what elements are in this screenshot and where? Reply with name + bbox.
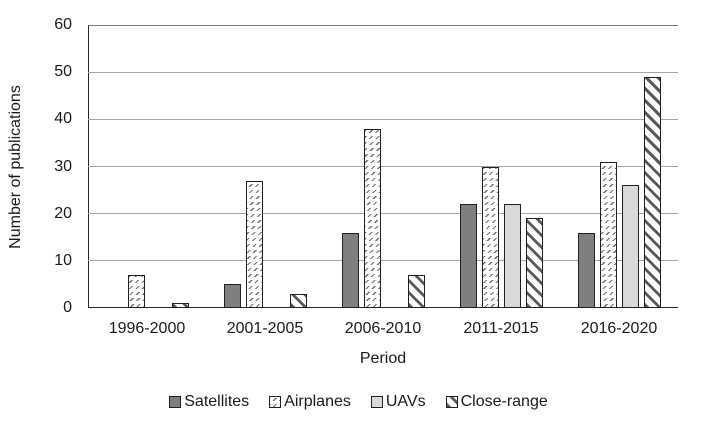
bar-airplanes-1996-2000 xyxy=(127,274,145,308)
gridline xyxy=(88,71,678,73)
legend-label: Satellites xyxy=(184,393,250,410)
legend-item-airplanes: Airplanes xyxy=(269,393,351,411)
x-tick-label: 2016-2020 xyxy=(580,320,658,337)
legend-label: UAVs xyxy=(385,393,426,410)
legend-label: Airplanes xyxy=(284,393,351,410)
y-tick-label: 0 xyxy=(63,299,72,316)
y-tick-label: 60 xyxy=(54,16,72,33)
gridline xyxy=(88,260,678,262)
legend: Satellites Airplanes UAVs Close-range xyxy=(0,393,717,411)
legend-swatch-stripe-down-icon xyxy=(445,396,458,408)
y-tick-label: 20 xyxy=(54,204,72,222)
bar-satellites-2011-2015 xyxy=(459,204,477,308)
bar-close-range-2016-2020 xyxy=(643,76,661,308)
bar-uavs-2011-2015 xyxy=(503,204,521,308)
y-tick-label: 40 xyxy=(54,110,72,128)
bar-satellites-2006-2010 xyxy=(341,232,359,308)
legend-swatch-solid-light-icon xyxy=(370,396,383,408)
bar-airplanes-2011-2015 xyxy=(481,166,499,308)
bar-uavs-2016-2020 xyxy=(621,185,639,308)
legend-item-satellites: Satellites xyxy=(169,393,249,411)
bar-satellites-2001-2005 xyxy=(223,284,241,308)
bar-close-range-1996-2000 xyxy=(171,303,189,308)
gridline xyxy=(88,213,678,215)
bar-close-range-2006-2010 xyxy=(407,274,425,308)
legend-item-close-range: Close-range xyxy=(445,393,548,411)
bar-close-range-2011-2015 xyxy=(525,218,543,308)
x-tick-label: 2006-2010 xyxy=(344,320,422,337)
bar-airplanes-2001-2005 xyxy=(245,180,263,308)
y-tick-label: 50 xyxy=(54,63,72,81)
bar-close-range-2001-2005 xyxy=(289,293,307,308)
gridline xyxy=(88,118,678,120)
y-tick-label: 10 xyxy=(54,251,72,269)
legend-item-uavs: UAVs xyxy=(370,393,426,411)
legend-label: Close-range xyxy=(460,393,548,410)
legend-swatch-hatch-up-icon xyxy=(269,396,282,408)
x-tick-label: 2011-2015 xyxy=(463,320,539,337)
y-tick-label: 30 xyxy=(54,157,72,175)
x-axis-title: Period xyxy=(359,350,407,367)
x-tick-label: 2001-2005 xyxy=(226,320,304,337)
x-tick-label: 1996-2000 xyxy=(108,320,186,337)
bar-satellites-2016-2020 xyxy=(577,232,595,308)
gridline xyxy=(88,166,678,167)
bar-airplanes-2006-2010 xyxy=(363,128,381,308)
bar-airplanes-2016-2020 xyxy=(599,161,617,308)
legend-swatch-solid-dark-icon xyxy=(169,396,182,408)
